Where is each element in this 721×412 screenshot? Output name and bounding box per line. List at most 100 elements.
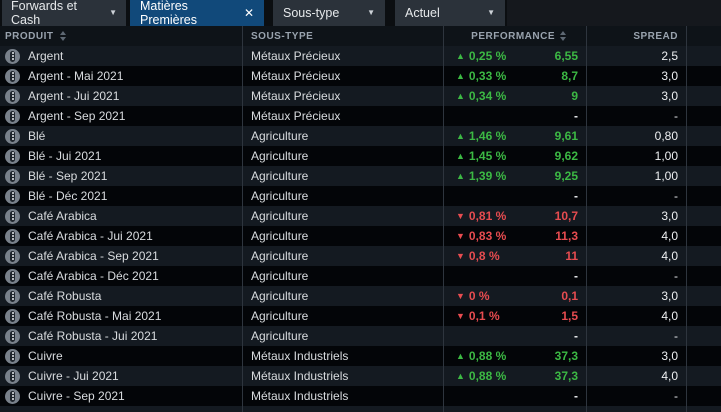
product-label: Argent - Jui 2021 (28, 89, 120, 103)
table-row[interactable]: Argent Métaux Précieux ▲ 0,25 % 6,55 2,5 (0, 46, 721, 66)
column-header-performance[interactable]: PERFORMANCE (443, 26, 586, 46)
empty-cell (686, 246, 721, 266)
column-header-spread[interactable]: SPREAD (586, 26, 686, 46)
empty-cell (686, 306, 721, 326)
product-label: Argent (28, 49, 64, 63)
row-menu-icon[interactable] (5, 328, 20, 344)
product-label: Argent - Mai 2021 (28, 69, 124, 83)
tab-label: Matières Premières (140, 0, 197, 27)
subtype-cell: Métaux Industriels (242, 346, 443, 366)
table-row[interactable]: Café Arabica Agriculture ▼ 0,81 % 10,7 3… (0, 206, 721, 226)
row-menu-icon[interactable] (5, 308, 20, 324)
toolbar-spacer (507, 0, 721, 26)
column-header-produit[interactable]: PRODUIT (0, 26, 242, 46)
product-cell: Blé - Déc 2021 (0, 186, 242, 206)
table-row[interactable]: Blé Agriculture ▲ 1,46 % 9,61 0,80 (0, 126, 721, 146)
sous-type-filter-dropdown[interactable]: Sous-type ▼ (273, 0, 385, 26)
empty-cell (686, 186, 721, 206)
trend-arrow-icon: ▲ (456, 130, 465, 141)
row-menu-icon[interactable] (5, 68, 20, 84)
spread-cell: - (586, 266, 686, 286)
table-row[interactable]: Café Robusta - Mai 2021 Agriculture ▼ 0,… (0, 306, 721, 326)
column-header-sous-type[interactable]: SOUS-TYPE (242, 26, 443, 46)
trend-arrow-icon: ▲ (456, 350, 465, 361)
row-menu-icon[interactable] (5, 388, 20, 404)
performance-cell: - (443, 326, 586, 346)
row-menu-icon[interactable] (5, 208, 20, 224)
row-menu-icon[interactable] (5, 248, 20, 264)
empty-cell (686, 346, 721, 366)
spread-cell: 3,0 (586, 86, 686, 106)
actuel-filter-dropdown[interactable]: Actuel ▼ (395, 0, 505, 26)
table-row[interactable]: Blé - Sep 2021 Agriculture ▲ 1,39 % 9,25… (0, 166, 721, 186)
row-menu-icon[interactable] (5, 368, 20, 384)
product-cell: Café Robusta (0, 286, 242, 306)
chevron-down-icon: ▼ (109, 8, 117, 17)
tab-forwards-et-cash[interactable]: Forwards et Cash ▼ (2, 0, 126, 27)
product-cell: Argent - Sep 2021 (0, 106, 242, 126)
row-menu-icon[interactable] (5, 288, 20, 304)
table-row[interactable]: Cuivre Métaux Industriels ▲ 0,88 % 37,3 … (0, 346, 721, 366)
subtype-cell: Agriculture (242, 166, 443, 186)
table-row[interactable]: Café Arabica - Déc 2021 Agriculture - - (0, 266, 721, 286)
performance-cell: ▲ 0,88 % 37,3 (443, 366, 586, 386)
table-row[interactable]: Blé - Déc 2021 Agriculture - - (0, 186, 721, 206)
row-menu-icon[interactable] (5, 148, 20, 164)
row-menu-icon[interactable] (5, 188, 20, 204)
perf-percent: ▲ 0,34 % (456, 89, 506, 103)
spread-value: 1,00 (654, 169, 678, 183)
table-row[interactable]: Argent - Sep 2021 Métaux Précieux - - (0, 106, 721, 126)
subtype-label: Agriculture (251, 289, 309, 303)
table-row[interactable]: Cuivre - Jui 2021 Métaux Industriels ▲ 0… (0, 366, 721, 386)
table-row[interactable]: Café Robusta Agriculture ▼ 0 % 0,1 3,0 (0, 286, 721, 306)
empty-cell (686, 326, 721, 346)
perf-value: 1,5 (561, 309, 578, 323)
perf-percent-label: 0,8 % (468, 249, 500, 263)
row-menu-icon[interactable] (5, 88, 20, 104)
subtype-label: Agriculture (251, 209, 309, 223)
spread-value: - (674, 329, 678, 343)
perf-percent: ▲ 1,46 % (456, 129, 506, 143)
trend-arrow-icon: ▲ (456, 50, 465, 61)
table-row[interactable]: Café Arabica - Jui 2021 Agriculture ▼ 0,… (0, 226, 721, 246)
empty-cell (686, 206, 721, 226)
subtype-label: Métaux Précieux (251, 109, 341, 123)
product-label: Argent - Sep 2021 (28, 109, 126, 123)
empty-cell (686, 46, 721, 66)
close-icon[interactable]: ✕ (243, 6, 254, 20)
row-menu-icon[interactable] (5, 108, 20, 124)
perf-percent: ▲ 0,88 % (456, 369, 506, 383)
sort-icon (560, 31, 566, 41)
product-label: Blé - Déc 2021 (28, 189, 108, 203)
perf-percent: ▲ 0,88 % (456, 349, 506, 363)
row-menu-icon[interactable] (5, 128, 20, 144)
table-row[interactable]: Blé - Jui 2021 Agriculture ▲ 1,45 % 9,62… (0, 146, 721, 166)
row-menu-icon[interactable] (5, 168, 20, 184)
perf-percent: ▼ 0,81 % (456, 209, 506, 223)
table-row[interactable]: Argent - Jui 2021 Métaux Précieux ▲ 0,34… (0, 86, 721, 106)
table-row[interactable]: Café Arabica - Sep 2021 Agriculture ▼ 0,… (0, 246, 721, 266)
row-menu-icon[interactable] (5, 348, 20, 364)
product-label: Café Robusta - Mai 2021 (28, 309, 162, 323)
row-menu-icon[interactable] (5, 268, 20, 284)
subtype-cell: Agriculture (242, 146, 443, 166)
table-row[interactable]: Argent - Mai 2021 Métaux Précieux ▲ 0,33… (0, 66, 721, 86)
column-header-label: PERFORMANCE (471, 30, 555, 42)
spread-cell: 3,0 (586, 206, 686, 226)
tab-matieres-premieres-active[interactable]: Matières Premières ✕ (130, 0, 264, 27)
table-row[interactable]: Café Robusta - Jui 2021 Agriculture - - (0, 326, 721, 346)
product-label: Café Arabica - Déc 2021 (28, 269, 159, 283)
subtype-label: Métaux Précieux (251, 69, 341, 83)
performance-cell: ▲ 0,33 % 8,7 (443, 66, 586, 86)
perf-value: 6,55 (554, 49, 578, 63)
trend-arrow-icon: ▼ (456, 210, 465, 221)
row-menu-icon[interactable] (5, 228, 20, 244)
performance-cell: ▼ 0,83 % 11,3 (443, 226, 586, 246)
spread-cell: 1,00 (586, 166, 686, 186)
sort-icon (59, 31, 66, 41)
table-row[interactable]: Cuivre - Sep 2021 Métaux Industriels - - (0, 386, 721, 406)
empty-cell (686, 106, 721, 126)
perf-percent-label: 0,88 % (468, 349, 507, 363)
row-menu-icon[interactable] (5, 48, 20, 64)
